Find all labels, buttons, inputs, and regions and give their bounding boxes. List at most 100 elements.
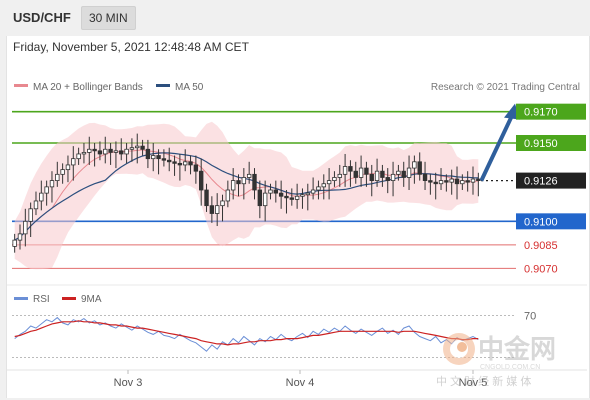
candle [76, 147, 81, 165]
candle-body [220, 200, 225, 207]
candle-body [214, 205, 220, 214]
x-axis: Nov 3 Nov 4 Nov 5 [114, 370, 487, 389]
candle [364, 161, 369, 187]
candle [332, 171, 337, 187]
candle-body [49, 180, 55, 188]
candle [156, 149, 161, 175]
candle [177, 153, 183, 181]
legend-label-ma20: MA 20 + Bollinger Bands [33, 82, 143, 93]
candle [326, 168, 332, 200]
candle-body [119, 150, 124, 155]
x-tick-label: Nov 3 [114, 377, 143, 389]
candle-body [236, 180, 241, 185]
candle [449, 169, 454, 195]
candle-body [326, 180, 332, 185]
candle [305, 183, 310, 211]
candle-body [193, 164, 199, 172]
candle [60, 163, 65, 184]
candle [348, 160, 353, 187]
candle-body [177, 162, 183, 166]
top-bar: USD/CHF 30 MIN [0, 0, 590, 36]
candle [262, 180, 268, 222]
candle-body [129, 147, 135, 150]
level-labels: 0.9170 0.9150 0.9126 0.9100 0.9085 0.9070 [516, 103, 586, 275]
candle [145, 139, 151, 169]
level-label-0-9085: 0.9085 [524, 240, 558, 252]
bollinger-fill [14, 121, 479, 270]
candle-body [92, 148, 97, 152]
candle [55, 161, 60, 187]
candle-body [71, 158, 76, 166]
candle [209, 196, 215, 223]
candle-body [337, 173, 342, 178]
candle [49, 171, 55, 203]
level-label-0-9126: 0.9126 [524, 176, 558, 188]
ma20-line [14, 149, 479, 241]
candle-body [55, 173, 60, 181]
candle [220, 194, 225, 222]
candle-body [444, 180, 449, 183]
legend-label-rsi: RSI [33, 294, 50, 305]
candle-body [369, 173, 374, 181]
candle [193, 155, 199, 184]
candle [438, 168, 444, 190]
watermark: 中金网 CNGOLD.COM.CN 中 文 财 经 新 媒 体 [436, 333, 556, 388]
candle [433, 172, 438, 200]
candle-body [470, 178, 476, 183]
candle-body [225, 189, 231, 202]
candle-body [273, 189, 279, 194]
candle [188, 155, 193, 175]
candle-body [406, 167, 412, 178]
bollinger-band [14, 121, 479, 270]
candle-body [412, 161, 417, 169]
candle-body [364, 167, 369, 175]
candle-body [438, 180, 444, 185]
candle [294, 183, 300, 209]
candle-body [161, 158, 167, 161]
candle [470, 166, 476, 195]
candle-body [284, 195, 289, 199]
candle-body [103, 148, 108, 155]
candle [342, 153, 348, 187]
level-tag-0-9150 [516, 135, 586, 151]
rsi-panel: 70 [12, 311, 536, 358]
candle-body [380, 170, 385, 178]
projection-arrow [479, 103, 520, 182]
candle [236, 174, 241, 197]
candle [198, 158, 204, 206]
timeframe-button[interactable]: 30 MIN [81, 6, 136, 30]
candle-body [417, 161, 422, 175]
candle-body [385, 177, 390, 181]
candle [12, 233, 17, 253]
level-label-0-9170: 0.9170 [524, 107, 558, 119]
candle-body [257, 189, 263, 207]
candle-body [374, 170, 380, 181]
candle-body [332, 177, 337, 181]
candle [465, 171, 470, 192]
candle [39, 180, 44, 211]
candle [108, 143, 113, 165]
candle-body [230, 180, 236, 191]
candle [119, 138, 124, 161]
candle [214, 193, 220, 227]
candle-body [145, 148, 151, 160]
level-tag-0-9126 [516, 172, 586, 189]
candle [428, 174, 433, 195]
rsi-tick-label: 70 [524, 311, 536, 323]
candle-body [124, 148, 129, 155]
candle [353, 161, 358, 184]
candle [380, 164, 385, 187]
candle [396, 164, 401, 181]
candle [33, 191, 39, 216]
candle [252, 168, 257, 200]
currency-pair-title: USD/CHF [13, 10, 71, 25]
candle-body [76, 153, 81, 160]
candle-body [460, 180, 465, 185]
candle-body [198, 170, 204, 191]
chart-datetime: Friday, November 5, 2021 12:48:48 AM CET [13, 40, 249, 54]
candle [151, 143, 156, 172]
candle [358, 155, 364, 187]
x-tick-label: Nov 4 [286, 377, 315, 389]
watermark-tagline: 中 文 财 经 新 媒 体 [436, 374, 531, 388]
